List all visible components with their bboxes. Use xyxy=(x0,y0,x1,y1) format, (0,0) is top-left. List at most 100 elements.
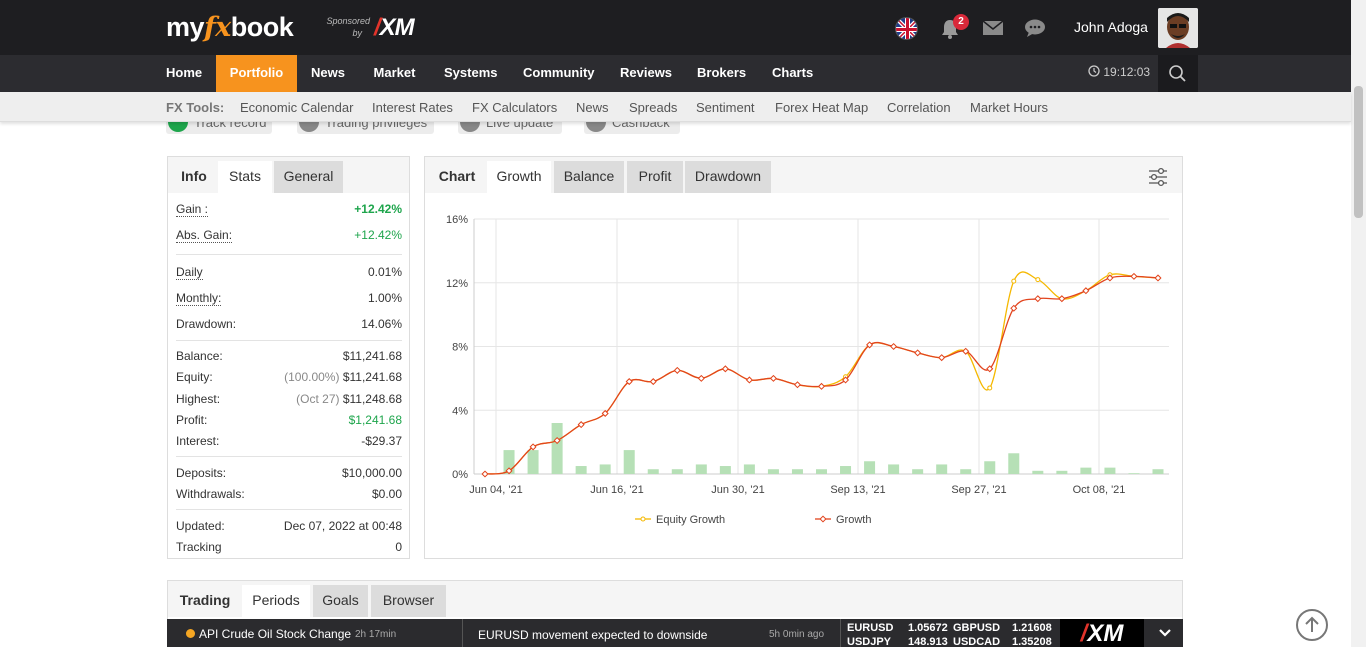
chart-panel: Chart Growth Balance Profit Drawdown 0% 4… xyxy=(424,156,1183,559)
tab-periods[interactable]: Periods xyxy=(242,585,310,617)
divider xyxy=(176,456,402,457)
tool-fx-calculators[interactable]: FX Calculators xyxy=(472,100,558,115)
x-tick-label: Sep 27, '21 xyxy=(951,484,1006,496)
quote-gbpusd-symbol[interactable]: GBPUSD xyxy=(953,622,1001,634)
myfxbook-logo[interactable]: myfxbook xyxy=(166,12,294,43)
volume-bar xyxy=(840,466,852,474)
growth-point xyxy=(914,349,922,357)
abs-gain-value: +12.42% xyxy=(354,228,402,242)
volume-bar xyxy=(936,464,948,474)
growth-line xyxy=(484,275,1159,475)
nav-systems[interactable]: Systems xyxy=(444,65,498,80)
tool-sentiment[interactable]: Sentiment xyxy=(696,100,755,115)
ticker-chevron-down-icon[interactable] xyxy=(1156,625,1174,641)
volume-bar xyxy=(743,464,755,474)
search-icon xyxy=(1169,65,1186,82)
tool-spreads[interactable]: Spreads xyxy=(629,100,678,115)
mail-icon[interactable] xyxy=(982,19,1004,37)
legend-swatch-marker xyxy=(640,516,646,522)
nav-charts[interactable]: Charts xyxy=(772,65,814,80)
stats-tabs: Info Stats General xyxy=(168,157,409,193)
volume-bar xyxy=(551,423,563,474)
volume-bar xyxy=(1128,473,1140,474)
scrollbar-thumb[interactable] xyxy=(1354,86,1363,218)
quote-gbpusd-price: 1.21608 xyxy=(1012,622,1052,634)
volume-bar xyxy=(984,461,996,474)
quote-eurusd-symbol[interactable]: EURUSD xyxy=(847,622,894,634)
volume-bar xyxy=(599,464,611,474)
drawdown-label: Drawdown: xyxy=(176,317,237,331)
volume-bar xyxy=(816,469,827,474)
scroll-to-top-button[interactable] xyxy=(1296,609,1328,641)
xm-ad-logo[interactable]: /XM xyxy=(1060,619,1144,647)
tab-info[interactable]: Info xyxy=(181,168,207,184)
tool-market-hours[interactable]: Market Hours xyxy=(970,100,1049,115)
tab-growth[interactable]: Growth xyxy=(487,161,551,193)
gain-label[interactable]: Gain : xyxy=(176,202,209,217)
server-clock: 19:12:03 xyxy=(1088,65,1150,79)
equity-growth-point xyxy=(987,385,993,391)
y-tick-label: 16% xyxy=(446,214,468,226)
xm-sponsor-logo[interactable]: /XM xyxy=(374,14,415,41)
daily-label[interactable]: Daily xyxy=(176,265,203,280)
tool-economic-calendar[interactable]: Economic Calendar xyxy=(240,100,354,115)
page-scrollbar[interactable] xyxy=(1351,0,1366,647)
tab-goals[interactable]: Goals xyxy=(313,585,368,617)
chart-tabs: Chart Growth Balance Profit Drawdown xyxy=(425,157,1182,193)
abs-gain-label[interactable]: Abs. Gain: xyxy=(176,228,233,243)
tab-general[interactable]: General xyxy=(274,161,343,193)
tab-drawdown[interactable]: Drawdown xyxy=(685,161,771,193)
equity-percent: (100.00%) xyxy=(284,370,340,384)
nav-portfolio[interactable]: Portfolio xyxy=(216,55,297,92)
tool-interest-rates[interactable]: Interest Rates xyxy=(372,100,453,115)
interest-value: -$29.37 xyxy=(361,434,402,448)
user-name[interactable]: John Adoga xyxy=(1074,19,1148,35)
tab-chart[interactable]: Chart xyxy=(438,168,476,184)
legend-label: Equity Growth xyxy=(656,514,725,526)
ticker-event[interactable]: API Crude Oil Stock Change xyxy=(199,627,352,641)
stat-interest: Interest: -$29.37 xyxy=(176,434,402,454)
tool-news[interactable]: News xyxy=(576,100,609,115)
x-tick-label: Oct 08, '21 xyxy=(1073,484,1126,496)
monthly-label[interactable]: Monthly: xyxy=(176,291,222,306)
chart-settings-icon[interactable] xyxy=(1147,166,1169,188)
highest-label: Highest: xyxy=(176,392,221,406)
nav-news[interactable]: News xyxy=(311,65,345,80)
tab-trading[interactable]: Trading xyxy=(179,592,231,608)
growth-point xyxy=(866,341,874,349)
quote-usdcad-symbol[interactable]: USDCAD xyxy=(953,636,1001,647)
ticker-divider xyxy=(840,619,841,647)
deposits-label: Deposits: xyxy=(176,466,227,480)
nav-reviews[interactable]: Reviews xyxy=(620,65,673,80)
interest-label: Interest: xyxy=(176,434,220,448)
chat-icon[interactable] xyxy=(1024,18,1046,38)
search-button[interactable] xyxy=(1158,55,1198,92)
updated-label: Updated: xyxy=(176,519,225,533)
growth-point xyxy=(673,366,681,374)
tracking-value: 0 xyxy=(395,540,402,554)
stat-highest: Highest: (Oct 27) $11,248.68 xyxy=(176,392,402,412)
quote-usdjpy-symbol[interactable]: USDJPY xyxy=(847,636,892,647)
stat-tracking: Tracking 0 xyxy=(176,540,402,560)
growth-point xyxy=(697,374,705,382)
tool-forex-heat-map[interactable]: Forex Heat Map xyxy=(775,100,869,115)
growth-point xyxy=(1106,274,1114,282)
nav-market[interactable]: Market xyxy=(373,65,416,80)
withdrawals-label: Withdrawals: xyxy=(176,487,245,501)
tab-browser[interactable]: Browser xyxy=(371,585,446,617)
ticker-news-time: 5h 0min ago xyxy=(769,629,825,640)
updated-value: Dec 07, 2022 at 00:48 xyxy=(283,519,402,533)
user-avatar[interactable] xyxy=(1158,8,1198,48)
ticker-news[interactable]: EURUSD movement expected to downside xyxy=(478,628,708,642)
nav-home[interactable]: Home xyxy=(166,65,203,80)
main-navigation: Home Portfolio News Market Systems Commu… xyxy=(0,55,1351,92)
nav-brokers[interactable]: Brokers xyxy=(697,65,747,80)
growth-point xyxy=(890,342,898,351)
nav-community[interactable]: Community xyxy=(523,65,595,80)
tab-stats[interactable]: Stats xyxy=(218,161,272,193)
tab-balance[interactable]: Balance xyxy=(554,161,624,193)
tool-correlation[interactable]: Correlation xyxy=(887,100,951,115)
tab-profit[interactable]: Profit xyxy=(627,161,683,193)
uk-flag-icon[interactable] xyxy=(895,17,918,40)
logo-book: book xyxy=(230,12,294,42)
